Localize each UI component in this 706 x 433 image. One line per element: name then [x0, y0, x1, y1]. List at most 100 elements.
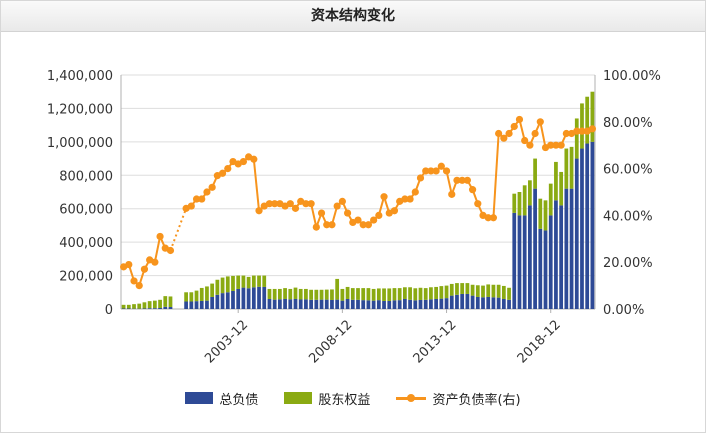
bar-equity[interactable] [168, 296, 173, 307]
bar-debt[interactable] [251, 287, 256, 309]
ratio-point[interactable] [557, 141, 565, 149]
bar-equity[interactable] [251, 275, 256, 288]
bar-equity[interactable] [137, 303, 142, 309]
bar-debt[interactable] [496, 297, 501, 309]
bar-debt[interactable] [152, 308, 157, 309]
ratio-point[interactable] [401, 195, 409, 203]
ratio-point[interactable] [536, 118, 544, 126]
bar-debt[interactable] [522, 215, 527, 309]
bar-equity[interactable] [580, 103, 584, 149]
bar-debt[interactable] [194, 301, 199, 309]
bar-debt[interactable] [455, 294, 459, 309]
bar-equity[interactable] [486, 284, 491, 297]
bar-debt[interactable] [403, 298, 407, 309]
ratio-point[interactable] [510, 122, 518, 131]
bar-equity[interactable] [455, 283, 459, 295]
bar-debt[interactable] [298, 299, 303, 309]
bar-equity[interactable] [199, 287, 204, 301]
bar-equity[interactable] [350, 288, 355, 300]
ratio-point[interactable] [187, 202, 195, 210]
bar-equity[interactable] [501, 285, 506, 299]
bar-equity[interactable] [184, 292, 188, 302]
bar-equity[interactable] [246, 276, 251, 289]
bar-debt[interactable] [267, 298, 272, 309]
bar-equity[interactable] [538, 198, 543, 229]
ratio-point[interactable] [354, 216, 362, 224]
bar-debt[interactable] [449, 295, 454, 309]
bar-equity[interactable] [262, 275, 267, 287]
bar-equity[interactable] [288, 288, 293, 300]
bar-equity[interactable] [236, 275, 241, 289]
bar-equity[interactable] [210, 283, 215, 297]
bar-debt[interactable] [460, 293, 465, 309]
bar-debt[interactable] [580, 148, 584, 309]
ratio-point[interactable] [515, 115, 524, 124]
ratio-point[interactable] [416, 174, 425, 182]
bar-equity[interactable] [272, 288, 277, 300]
ratio-point[interactable] [198, 195, 206, 203]
ratio-point[interactable] [552, 141, 560, 149]
ratio-point[interactable] [151, 258, 159, 266]
ratio-point[interactable] [359, 221, 367, 229]
ratio-point[interactable] [547, 141, 555, 149]
bar-debt[interactable] [585, 143, 590, 309]
bar-debt[interactable] [538, 228, 543, 309]
bar-debt[interactable] [444, 298, 449, 309]
bar-debt[interactable] [330, 299, 334, 309]
ratio-point[interactable] [265, 200, 274, 208]
bar-debt[interactable] [366, 300, 371, 309]
bar-debt[interactable] [272, 299, 277, 309]
bar-equity[interactable] [444, 285, 449, 299]
ratio-point[interactable] [521, 136, 529, 145]
bar-debt[interactable] [371, 300, 376, 309]
bar-debt[interactable] [168, 306, 173, 309]
bar-debt[interactable] [215, 294, 220, 309]
ratio-point[interactable] [343, 209, 352, 217]
ratio-point[interactable] [562, 129, 570, 138]
ratio-point[interactable] [578, 127, 586, 135]
ratio-point[interactable] [156, 232, 164, 241]
bar-debt[interactable] [512, 212, 517, 309]
bar-equity[interactable] [590, 91, 595, 142]
bar-equity[interactable] [319, 289, 324, 300]
ratio-point[interactable] [286, 200, 294, 208]
ratio-point[interactable] [203, 188, 211, 196]
bar-equity[interactable] [429, 287, 433, 300]
ratio-point[interactable] [448, 190, 456, 198]
bar-debt[interactable] [220, 293, 225, 309]
bar-equity[interactable] [559, 171, 564, 206]
ratio-point[interactable] [224, 165, 232, 173]
bar-debt[interactable] [350, 299, 355, 309]
ratio-point[interactable] [130, 277, 138, 285]
bar-equity[interactable] [434, 286, 439, 299]
ratio-point[interactable] [427, 167, 435, 175]
ratio-point[interactable] [140, 265, 149, 273]
bar-debt[interactable] [126, 308, 131, 309]
bar-debt[interactable] [361, 300, 366, 309]
bar-equity[interactable] [533, 158, 537, 189]
ratio-point[interactable] [239, 157, 248, 166]
bar-debt[interactable] [356, 299, 360, 309]
bar-equity[interactable] [298, 288, 303, 300]
ratio-point[interactable] [437, 162, 445, 170]
ratio-point[interactable] [573, 127, 581, 135]
bar-debt[interactable] [340, 300, 345, 309]
bar-debt[interactable] [475, 296, 480, 309]
bar-equity[interactable] [267, 288, 272, 299]
bar-equity[interactable] [392, 288, 397, 301]
bar-debt[interactable] [304, 299, 308, 309]
ratio-point[interactable] [484, 214, 492, 222]
bar-debt[interactable] [465, 293, 470, 309]
bar-debt[interactable] [163, 306, 168, 309]
bar-debt[interactable] [319, 299, 324, 309]
bar-debt[interactable] [470, 295, 475, 309]
ratio-point[interactable] [411, 188, 419, 196]
bar-equity[interactable] [382, 288, 386, 301]
bar-equity[interactable] [220, 277, 225, 294]
bar-debt[interactable] [574, 158, 579, 309]
bar-equity[interactable] [345, 286, 350, 299]
bar-equity[interactable] [257, 275, 261, 287]
bar-equity[interactable] [528, 180, 532, 206]
ratio-point[interactable] [442, 167, 451, 175]
bar-debt[interactable] [184, 301, 188, 309]
